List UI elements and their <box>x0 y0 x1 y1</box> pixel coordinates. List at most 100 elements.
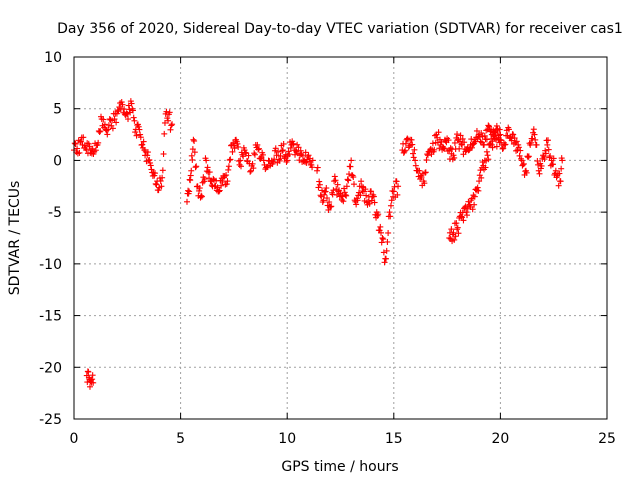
data-point <box>147 162 154 169</box>
data-point <box>454 224 461 231</box>
data-point <box>280 140 287 147</box>
data-point <box>527 139 534 146</box>
data-point <box>488 141 495 148</box>
data-point <box>542 147 549 154</box>
data-point <box>350 174 357 181</box>
data-point <box>344 176 351 183</box>
data-point <box>348 157 355 164</box>
data-point <box>92 147 99 154</box>
data-point <box>126 106 133 113</box>
data-point <box>74 145 81 152</box>
x-tick-label: 10 <box>278 431 296 447</box>
data-point <box>378 239 385 246</box>
data-point <box>486 123 493 130</box>
data-point <box>510 141 517 148</box>
data-point <box>140 138 147 145</box>
data-point <box>131 117 138 124</box>
y-tick-label: 10 <box>44 50 62 66</box>
data-point <box>189 146 196 153</box>
data-point <box>218 182 225 189</box>
data-point <box>157 178 164 185</box>
data-point <box>418 174 425 181</box>
data-point <box>558 165 565 172</box>
grid-lines <box>74 57 607 419</box>
data-point <box>485 122 492 129</box>
data-point <box>159 174 166 181</box>
data-point <box>191 149 198 156</box>
data-point <box>499 145 506 152</box>
data-point <box>387 213 394 220</box>
data-point <box>309 157 316 164</box>
data-point <box>525 153 532 160</box>
data-point <box>457 132 464 139</box>
data-point <box>206 175 213 182</box>
data-point <box>453 220 460 227</box>
data-point <box>450 152 457 159</box>
data-point <box>502 141 509 148</box>
data-point <box>114 107 121 114</box>
data-point <box>338 196 345 203</box>
data-point <box>286 151 293 158</box>
data-point <box>273 152 280 159</box>
data-point <box>476 178 483 185</box>
x-tick-label: 15 <box>385 431 403 447</box>
data-point <box>476 172 483 179</box>
data-point <box>223 172 230 179</box>
data-point <box>416 167 423 174</box>
data-point <box>255 146 262 153</box>
data-point <box>188 167 195 174</box>
data-point <box>101 121 108 128</box>
data-point <box>231 145 238 152</box>
data-point <box>279 147 286 154</box>
data-point <box>284 157 291 164</box>
data-point <box>276 157 283 164</box>
data-point <box>463 212 470 219</box>
y-tick-label: 5 <box>53 102 62 118</box>
data-point <box>331 173 338 180</box>
data-point <box>378 229 385 236</box>
data-point <box>105 126 112 133</box>
data-point <box>536 170 543 177</box>
data-point <box>469 141 476 148</box>
data-point <box>518 157 525 164</box>
data-point <box>404 135 411 142</box>
data-point <box>473 127 480 134</box>
data-point <box>342 191 349 198</box>
data-point <box>493 143 500 150</box>
data-point <box>475 187 482 194</box>
data-point <box>295 144 302 151</box>
data-point <box>455 230 462 237</box>
data-point <box>409 150 416 157</box>
data-point <box>193 163 200 170</box>
data-point <box>381 259 388 266</box>
data-point <box>343 192 350 199</box>
data-point <box>152 180 159 187</box>
data-point <box>287 144 294 151</box>
data-point <box>249 160 256 167</box>
data-point <box>385 229 392 236</box>
data-point <box>89 372 96 379</box>
data-point <box>489 144 496 151</box>
data-point <box>247 168 254 175</box>
data-point <box>445 137 452 144</box>
data-point <box>460 217 467 224</box>
data-point <box>545 146 552 153</box>
data-point <box>160 150 167 157</box>
data-point <box>161 130 168 137</box>
data-point <box>230 142 237 149</box>
data-point <box>316 181 323 188</box>
y-tick-label: 0 <box>53 153 62 169</box>
data-point <box>71 140 78 147</box>
data-point <box>388 197 395 204</box>
data-point <box>306 158 313 165</box>
data-point <box>559 157 566 164</box>
data-point <box>224 178 231 185</box>
data-point <box>238 163 245 170</box>
data-point <box>345 177 352 184</box>
data-point <box>353 201 360 208</box>
data-point <box>234 140 241 147</box>
data-point <box>545 137 552 144</box>
data-point <box>77 138 84 145</box>
data-point <box>221 173 228 180</box>
data-point <box>387 202 394 209</box>
